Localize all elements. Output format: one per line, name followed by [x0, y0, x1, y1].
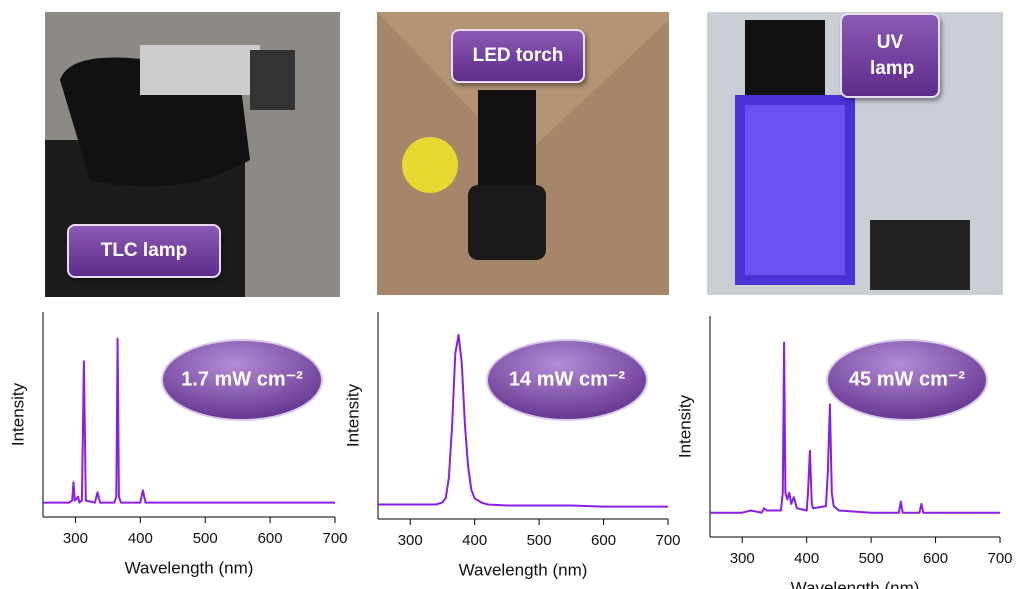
photo-label: UV lamp [840, 13, 940, 98]
x-tick-label: 600 [591, 532, 616, 549]
x-tick-label: 700 [655, 532, 680, 549]
x-tick-label: 300 [730, 550, 755, 567]
x-tick-label: 500 [527, 532, 552, 549]
y-axis-label: Intensity [343, 383, 362, 447]
y-axis-label: Intensity [675, 394, 694, 458]
x-tick-label: 700 [322, 530, 347, 547]
x-axis-label: Wavelength (nm) [459, 560, 588, 579]
annotation: 14 mW cm⁻² [509, 368, 625, 390]
x-tick-label: 500 [193, 530, 218, 547]
photo-label-text: UV lamp [870, 30, 910, 81]
x-tick-label: 600 [923, 550, 948, 567]
photo-label: LED torch [451, 29, 585, 83]
x-tick-label: 700 [987, 550, 1012, 567]
x-tick-label: 300 [398, 532, 423, 549]
x-axis-label: Wavelength (nm) [125, 558, 254, 577]
figure: 300 400 500 600 700 Wavelength (nm) Intensity 1… [0, 0, 1018, 589]
x-tick-label: 400 [462, 532, 487, 549]
annotation: 45 mW cm⁻² [849, 368, 965, 390]
x-tick-label: 500 [859, 550, 884, 567]
photo-label: TLC lamp [67, 224, 221, 278]
x-tick-label: 300 [63, 530, 88, 547]
x-tick-label: 600 [258, 530, 283, 547]
y-axis-label: Intensity [8, 382, 27, 446]
x-tick-label: 400 [794, 550, 819, 567]
x-axis-label: Wavelength (nm) [791, 578, 920, 589]
x-tick-label: 400 [128, 530, 153, 547]
annotation: 1.7 mW cm⁻² [181, 368, 303, 390]
